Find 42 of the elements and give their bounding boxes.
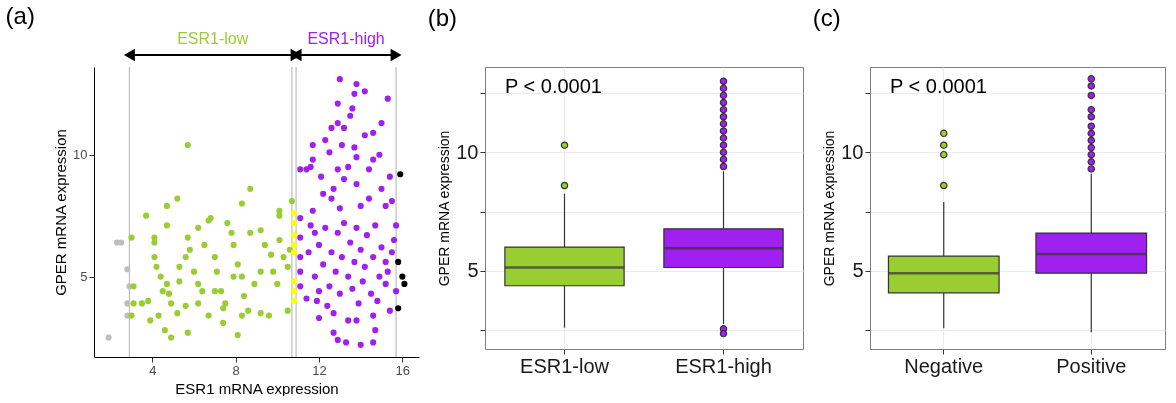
point	[395, 258, 402, 266]
annotation: P < 0.0001	[890, 75, 987, 97]
chart-title: (c)	[812, 4, 841, 31]
chart-title: (b)	[427, 4, 458, 31]
annotation: P < 0.0001	[505, 75, 602, 97]
x-tick-label: ESR1-low	[520, 354, 610, 377]
y-axis-title: GPER mRNA expression	[821, 130, 838, 287]
point	[397, 171, 404, 178]
point	[290, 232, 298, 239]
x-tick-label: 8	[232, 362, 240, 378]
y-tick-label: 10	[841, 140, 864, 163]
x-tick-label: 12	[312, 362, 327, 378]
point	[399, 273, 406, 280]
point	[124, 266, 131, 273]
point	[118, 239, 125, 246]
point	[290, 241, 298, 248]
point	[290, 297, 298, 305]
y-tick-label: 10	[456, 140, 479, 163]
y-tick-label: 10	[73, 147, 88, 163]
y-axis-title: GPER mRNA expression	[436, 130, 453, 287]
point	[401, 280, 408, 287]
point	[290, 288, 298, 295]
y-axis-title: GPER mRNA expression	[52, 129, 70, 296]
x-tick-label: Negative	[904, 354, 984, 377]
x-axis-title: ESR1 mRNA expression	[175, 379, 339, 397]
point	[290, 219, 298, 227]
point	[290, 210, 298, 217]
point	[395, 305, 402, 312]
point	[105, 334, 112, 341]
point	[290, 249, 298, 256]
x-tick-label: Positive	[1056, 354, 1127, 377]
point	[290, 278, 298, 285]
x-tick-label: 16	[395, 362, 411, 378]
x-tick-label: 4	[149, 362, 157, 378]
y-tick-label: 5	[467, 259, 479, 282]
y-tick-label: 5	[80, 269, 88, 285]
text: ESR1-high	[307, 30, 385, 47]
y-tick-label: 5	[852, 259, 864, 282]
x-tick-label: ESR1-high	[675, 354, 772, 377]
chart-title: (a)	[5, 2, 35, 29]
text: ESR1-low	[177, 30, 249, 47]
point	[124, 300, 131, 307]
